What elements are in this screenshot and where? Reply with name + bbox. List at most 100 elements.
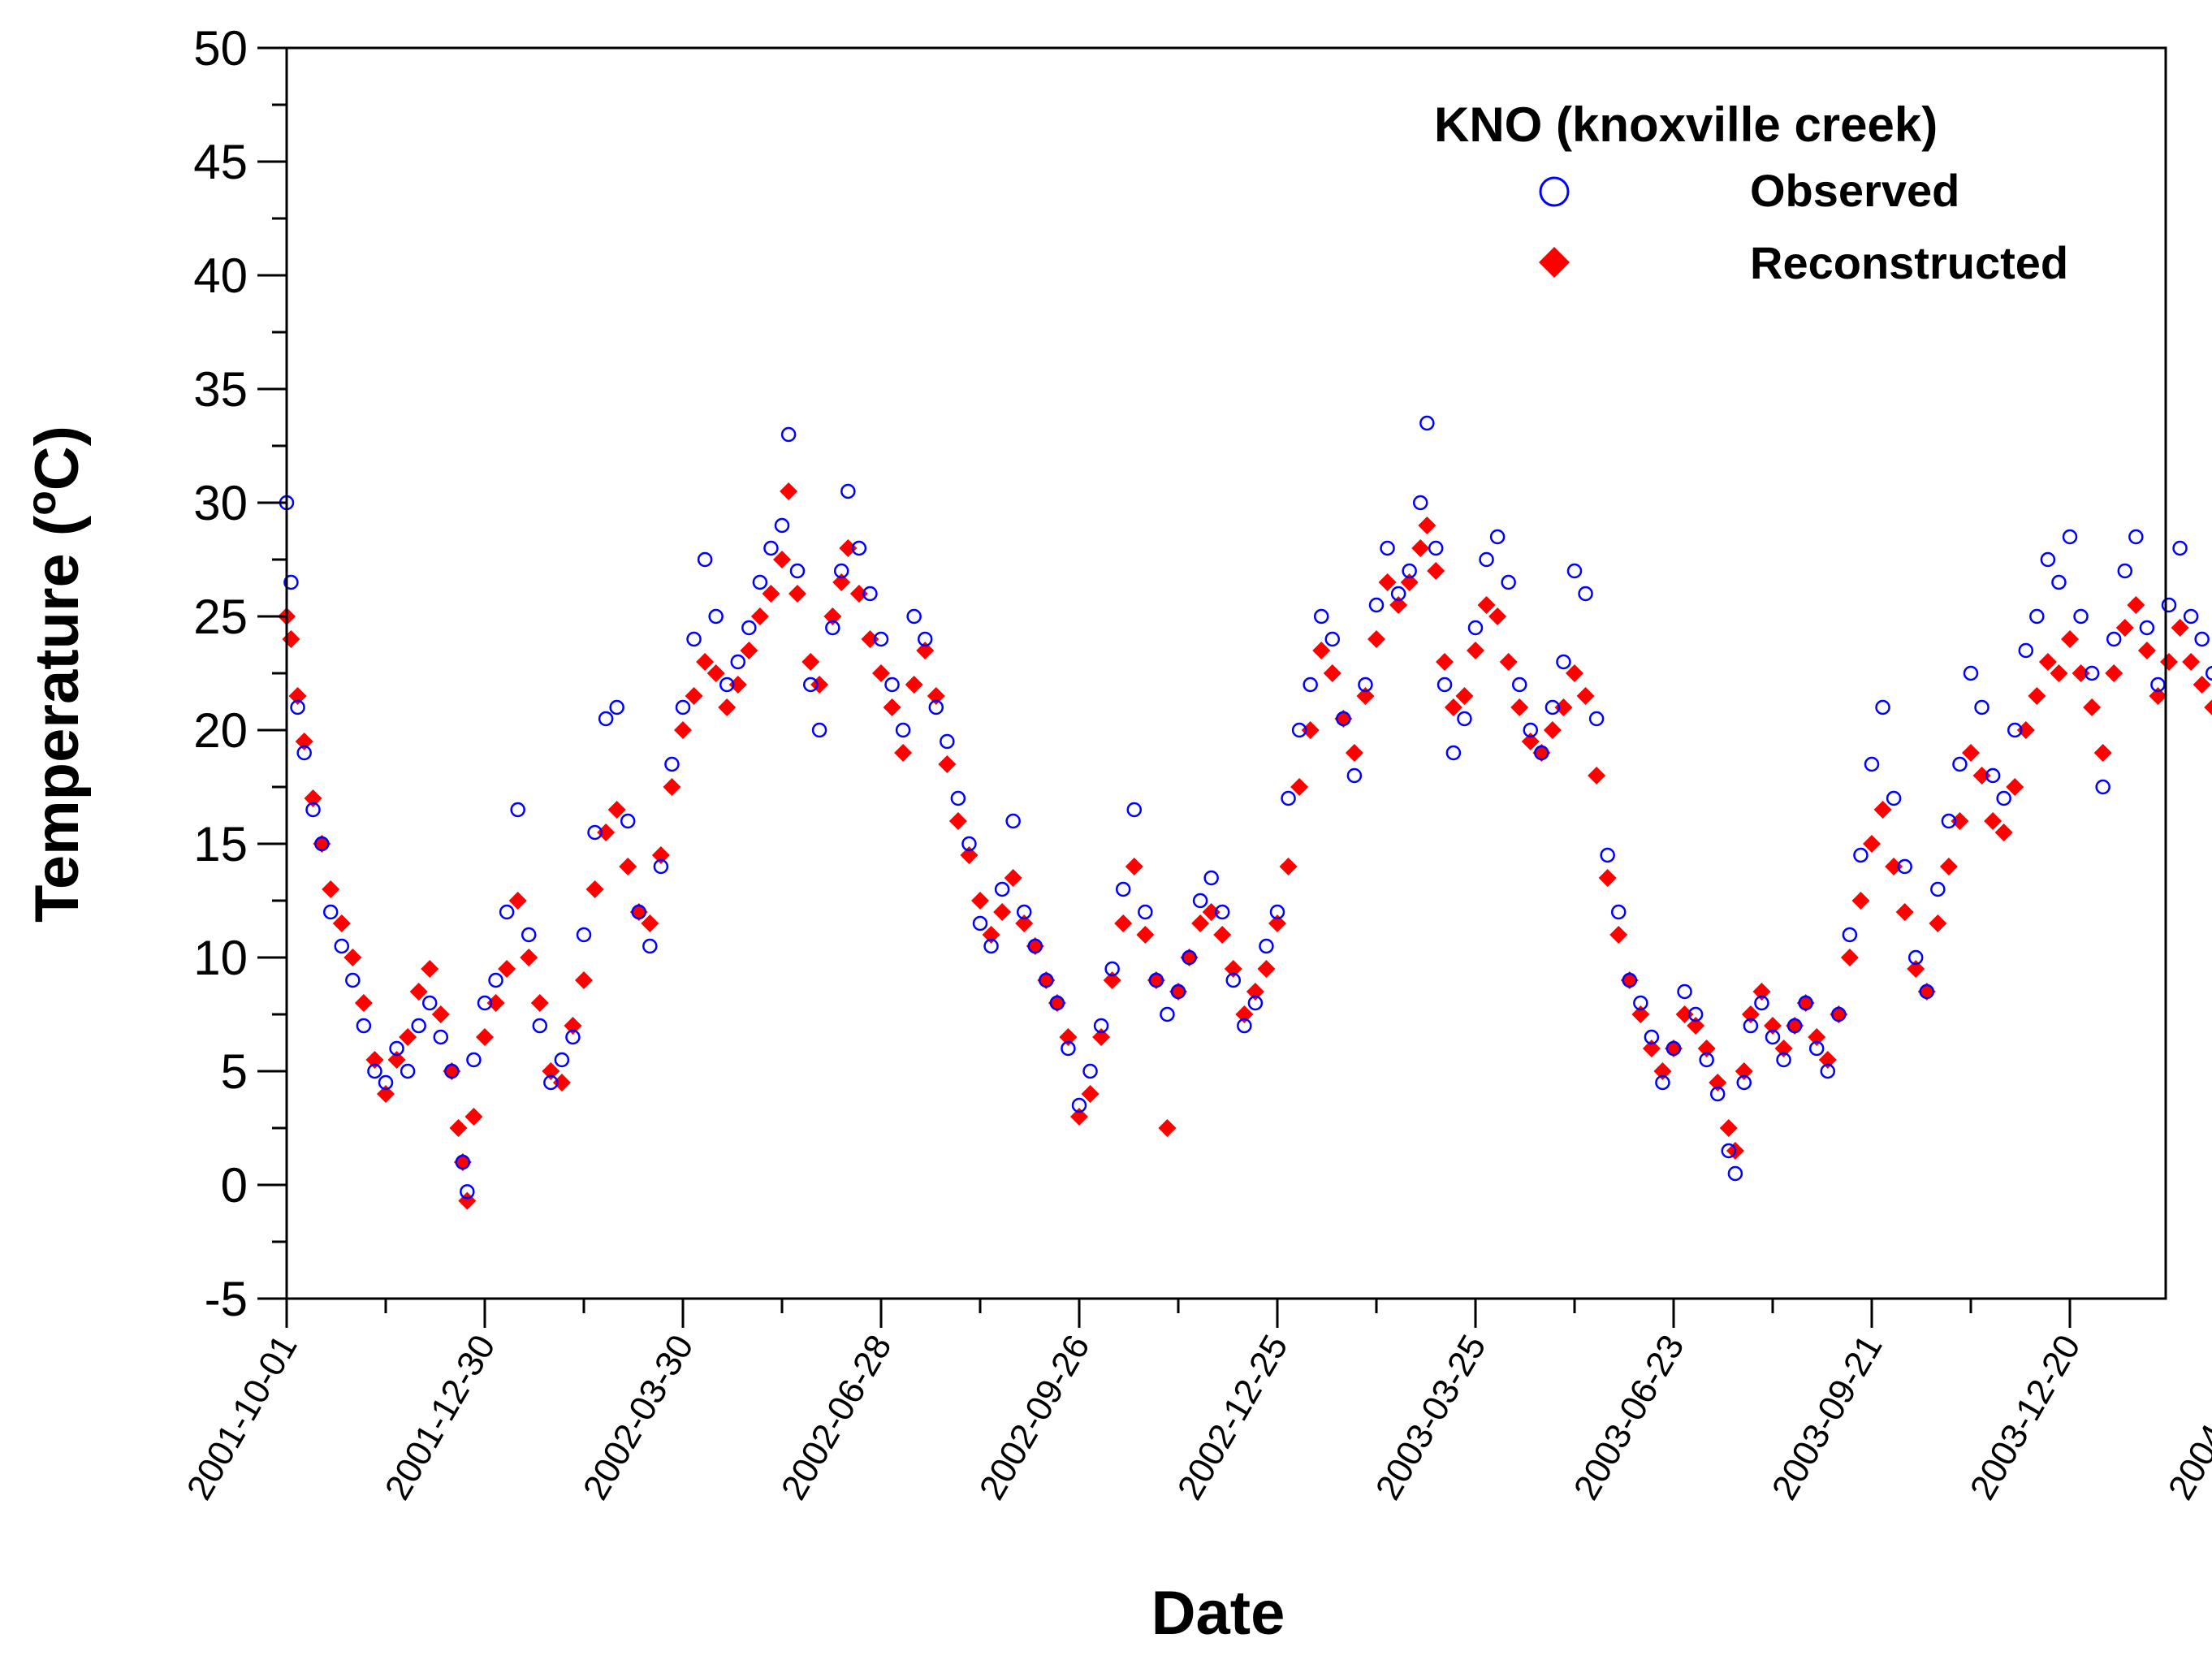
observed-point bbox=[1820, 1063, 1836, 1079]
reconstructed-point bbox=[927, 687, 945, 705]
reconstructed-point bbox=[1103, 971, 1121, 989]
observed-point bbox=[2084, 665, 2100, 681]
observed-point bbox=[1281, 790, 1296, 806]
reconstructed-point bbox=[1224, 960, 1242, 978]
reconstructed-point bbox=[801, 653, 820, 671]
observed-point bbox=[961, 836, 977, 852]
observed-point bbox=[1886, 790, 1902, 806]
observed-point bbox=[1687, 1006, 1704, 1022]
reconstructed-point bbox=[343, 949, 362, 966]
reconstructed-point bbox=[1213, 926, 1232, 944]
observed-point bbox=[840, 483, 856, 499]
reconstructed-point bbox=[2006, 778, 2024, 796]
reconstructed-point bbox=[1735, 1062, 1753, 1080]
observed-point bbox=[510, 802, 525, 818]
reconstructed-point bbox=[894, 744, 913, 762]
observed-point bbox=[730, 654, 746, 670]
observed-point bbox=[2194, 631, 2210, 647]
observed-point bbox=[1192, 893, 1208, 909]
reconstructed-point bbox=[1939, 858, 1958, 875]
observed-point bbox=[2029, 608, 2045, 625]
observed-point bbox=[455, 1154, 471, 1170]
observed-point bbox=[873, 631, 889, 647]
reconstructed-point bbox=[1070, 1108, 1088, 1126]
observed-point bbox=[1534, 745, 1549, 761]
observed-point bbox=[752, 574, 768, 590]
observed-point bbox=[1754, 995, 1769, 1011]
legend: KNO (knoxville creek) Observed Reconstru… bbox=[1434, 97, 2068, 288]
reconstructed-point bbox=[354, 994, 373, 1012]
reconstructed-point bbox=[839, 539, 858, 557]
observed-point bbox=[1699, 1052, 1714, 1068]
reconstructed-point bbox=[728, 676, 747, 694]
observed-point bbox=[2007, 722, 2023, 738]
reconstructed-point bbox=[1389, 596, 1408, 614]
reconstructed-point bbox=[2050, 664, 2068, 682]
observed-point bbox=[2139, 620, 2155, 636]
observed-point bbox=[851, 540, 867, 556]
observed-point bbox=[2062, 529, 2078, 545]
observed-point bbox=[367, 1063, 382, 1079]
observed-point bbox=[950, 790, 966, 806]
observed-point bbox=[466, 1052, 482, 1068]
reconstructed-point bbox=[295, 733, 313, 750]
reconstructed-point bbox=[780, 482, 798, 500]
reconstructed-point bbox=[387, 1051, 406, 1069]
observed-point bbox=[2172, 540, 2188, 556]
observed-point bbox=[1402, 563, 1417, 579]
reconstructed-point bbox=[1290, 778, 1309, 796]
observed-point bbox=[1336, 711, 1351, 727]
reconstructed-point bbox=[607, 801, 626, 819]
legend-reconstructed-label: Reconstructed bbox=[1750, 237, 2068, 288]
reconstructed-point bbox=[449, 1119, 468, 1137]
y-axis-title-degree: o bbox=[19, 491, 64, 516]
observed-point bbox=[1138, 904, 1153, 920]
reconstructed-point bbox=[740, 642, 758, 659]
reconstructed-point bbox=[1642, 1040, 1661, 1057]
reconstructed-point bbox=[1885, 858, 1903, 875]
x-axis-title: Date bbox=[1151, 1579, 1285, 1648]
observed-point bbox=[1622, 972, 1638, 988]
observed-point bbox=[1523, 722, 1539, 738]
reconstructed-point bbox=[1741, 1005, 1760, 1023]
observed-point bbox=[2018, 642, 2034, 659]
observed-point bbox=[833, 563, 849, 579]
reconstructed-point bbox=[1235, 1005, 1254, 1023]
legend-reconstructed-marker bbox=[1539, 247, 1570, 278]
observed-point bbox=[1428, 540, 1444, 556]
y-tick-label: 30 bbox=[193, 476, 248, 530]
reconstructed-point bbox=[476, 1028, 494, 1046]
observed-point bbox=[2183, 608, 2199, 625]
observed-point bbox=[565, 1029, 581, 1045]
reconstructed-point bbox=[916, 642, 935, 659]
observed-point bbox=[1545, 699, 1561, 715]
reconstructed-point bbox=[431, 1005, 450, 1023]
reconstructed-point bbox=[1191, 914, 1210, 932]
reconstructed-point bbox=[2193, 676, 2211, 694]
observed-point bbox=[2205, 665, 2212, 681]
reconstructed-point bbox=[1418, 517, 1437, 534]
observed-point bbox=[1479, 551, 1494, 568]
observed-point bbox=[1039, 972, 1054, 988]
observed-point bbox=[378, 1074, 394, 1091]
y-tick-label: 0 bbox=[221, 1158, 248, 1213]
reconstructed-point bbox=[971, 892, 989, 910]
observed-point bbox=[862, 586, 878, 602]
observed-point bbox=[1016, 904, 1032, 920]
observed-point bbox=[1665, 1040, 1682, 1057]
observed-point bbox=[1457, 711, 1472, 727]
reconstructed-point bbox=[498, 960, 516, 978]
observed-point bbox=[1368, 597, 1385, 613]
observed-point bbox=[389, 1040, 404, 1057]
y-tick-label: 10 bbox=[193, 931, 248, 985]
reconstructed-point bbox=[1576, 687, 1595, 705]
reconstructed-point bbox=[1907, 960, 1925, 978]
observed-point bbox=[521, 927, 537, 943]
observed-point bbox=[1005, 813, 1021, 829]
observed-point bbox=[1437, 677, 1453, 693]
observed-point bbox=[895, 722, 911, 738]
observed-point bbox=[1237, 1018, 1252, 1034]
observed-point bbox=[1511, 677, 1527, 693]
reconstructed-point bbox=[552, 1074, 571, 1092]
observed-point bbox=[642, 938, 658, 954]
